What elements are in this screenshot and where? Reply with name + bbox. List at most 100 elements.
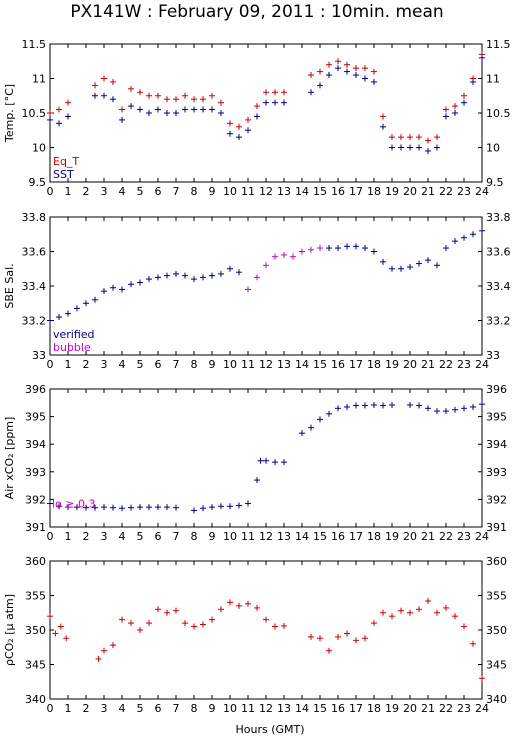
x-tick-label: 6	[155, 185, 162, 198]
x-tick-label: 17	[349, 702, 363, 715]
data-point	[119, 106, 125, 113]
data-point	[128, 620, 134, 627]
data-point	[479, 675, 485, 682]
x-tick-label: 5	[137, 702, 144, 715]
y-tick-label-left: 396	[25, 383, 46, 396]
x-tick-label: 3	[101, 530, 108, 543]
series-1	[47, 401, 485, 514]
data-point	[173, 270, 179, 277]
x-tick-label: 15	[313, 530, 327, 543]
data-point	[209, 504, 215, 511]
data-point	[236, 269, 242, 276]
data-point	[416, 144, 422, 151]
data-point	[254, 274, 260, 281]
x-axis-label: Hours (GMT)	[235, 723, 304, 736]
data-point	[281, 251, 287, 258]
panel-4: 0 1 2 3 4 5 6 7 8 9 10 11 12 13 14 15 16 17 18 19 20 21 22 23 24…	[3, 555, 507, 715]
data-point	[263, 99, 269, 106]
data-point	[236, 123, 242, 130]
data-point	[65, 310, 71, 317]
x-tick-label: 22	[439, 530, 453, 543]
x-tick-label: 12	[259, 530, 273, 543]
y-tick-label-right: 345	[486, 659, 507, 672]
x-tick-label: 10	[223, 185, 237, 198]
y-tick-label-left: 340	[25, 693, 46, 706]
x-tick-label: 20	[403, 358, 417, 371]
x-tick-label: 0	[47, 702, 54, 715]
x-tick-label: 8	[191, 530, 198, 543]
data-point	[119, 286, 125, 293]
data-point	[236, 134, 242, 141]
x-tick-label: 10	[223, 530, 237, 543]
data-point	[254, 113, 260, 120]
x-tick-label: 0	[47, 185, 54, 198]
y-tick-label-right: 396	[486, 383, 507, 396]
data-point	[218, 270, 224, 277]
data-point	[299, 248, 305, 255]
data-point	[227, 130, 233, 137]
data-point	[173, 96, 179, 103]
y-tick-label-right: 355	[486, 590, 507, 603]
x-tick-label: 24	[475, 185, 489, 198]
data-point	[254, 103, 260, 110]
data-point	[200, 621, 206, 628]
x-tick-label: 21	[421, 530, 435, 543]
data-point	[461, 234, 467, 241]
y-tick-label-right: 33.6	[486, 246, 511, 259]
data-point	[389, 265, 395, 272]
x-tick-label: 4	[119, 358, 126, 371]
x-tick-label: 24	[475, 530, 489, 543]
series-1	[47, 598, 485, 682]
x-tick-label: 17	[349, 530, 363, 543]
panel-1: 0 1 2 3 4 5 6 7 8 9 10 11 12 13 14 15 16 17 18 19 20 21 22 23 24…	[3, 38, 511, 198]
data-point	[245, 127, 251, 134]
y-tick-label-left: 345	[25, 659, 46, 672]
y-tick-label-right: 393	[486, 466, 507, 479]
data-point	[317, 68, 323, 75]
data-point	[470, 78, 476, 85]
data-point	[362, 402, 368, 409]
data-point	[326, 72, 332, 79]
x-tick-label: 3	[101, 185, 108, 198]
x-tick-label: 22	[439, 185, 453, 198]
y-axis-label: ρCO₂ [μ atm]	[3, 594, 16, 666]
data-point	[281, 622, 287, 629]
x-tick-label: 2	[83, 530, 90, 543]
data-point	[227, 599, 233, 606]
data-point	[47, 110, 53, 116]
data-point	[290, 253, 296, 260]
x-tick-label: 5	[137, 358, 144, 371]
data-point	[443, 408, 449, 415]
y-tick-label-right: 33.2	[486, 315, 511, 328]
data-point	[47, 116, 53, 123]
data-point	[362, 75, 368, 82]
data-point	[317, 82, 323, 89]
data-point	[434, 609, 440, 616]
data-point	[335, 405, 341, 412]
data-point	[263, 457, 269, 464]
data-point	[74, 504, 80, 511]
data-point	[101, 75, 107, 82]
y-tick-label-right: 10	[486, 142, 500, 155]
data-point	[52, 630, 59, 637]
data-point	[191, 96, 197, 103]
data-point	[362, 245, 368, 252]
data-point	[155, 92, 161, 99]
data-point	[110, 96, 116, 103]
y-axis-label: Air xCO₂ [ppm]	[3, 417, 16, 500]
x-tick-label: 22	[439, 702, 453, 715]
data-point	[245, 286, 251, 293]
data-point	[353, 72, 359, 79]
data-point	[452, 238, 458, 245]
data-point	[137, 106, 143, 113]
x-tick-label: 24	[475, 702, 489, 715]
data-point	[254, 604, 260, 611]
data-point	[191, 507, 197, 514]
data-point	[227, 265, 233, 272]
y-tick-label-left: 11	[32, 73, 46, 86]
data-point	[164, 272, 170, 279]
data-point	[200, 505, 206, 512]
data-point	[155, 274, 161, 281]
data-point	[236, 502, 242, 509]
x-tick-label: 3	[101, 702, 108, 715]
